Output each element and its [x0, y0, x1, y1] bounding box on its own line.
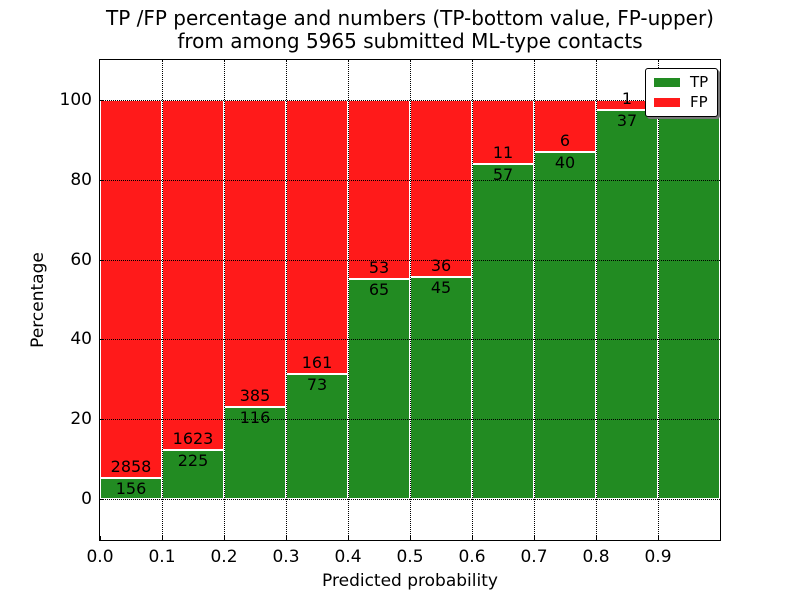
x-tick-mark [410, 536, 411, 540]
gridline-vertical [472, 60, 473, 540]
gridline-vertical [410, 60, 411, 540]
gridline-horizontal [100, 339, 720, 341]
x-tick-label: 0.7 [520, 547, 548, 567]
gridline-vertical [348, 60, 349, 540]
bar-segment-fp [100, 99, 162, 479]
x-tick-mark [224, 536, 225, 540]
gridline-vertical [596, 60, 597, 540]
y-tick-label: 100 [59, 89, 92, 110]
plot-area: 2858 156 1623 225 385 116 161 73 53 65 36 45 11 57 6 40… [99, 59, 721, 541]
x-tick-label: 0.2 [210, 547, 238, 567]
bar-segment-tp [286, 374, 348, 499]
bar-label-fp: 53 [368, 258, 390, 278]
bar-segment-fp [162, 99, 224, 451]
y-axis-tick-labels: 0 20 40 60 80 100 [0, 0, 92, 600]
x-tick-label: 0.1 [148, 547, 176, 567]
gridline-horizontal [100, 419, 720, 421]
bar-segment-tp [596, 110, 658, 499]
y-tick-label: 0 [81, 488, 92, 509]
x-tick-label: 0.6 [458, 547, 486, 567]
gridline-horizontal [100, 259, 720, 261]
gridline-horizontal [100, 498, 720, 500]
bar-segment-tp [224, 406, 286, 499]
y-tick-label: 20 [70, 409, 92, 430]
bar-label-tp: 65 [368, 280, 390, 300]
bar-label-fp: 385 [239, 385, 271, 405]
x-tick-label: 0.9 [644, 547, 672, 567]
bar-segment-tp [534, 151, 596, 499]
x-tick-label: 0.5 [396, 547, 424, 567]
bar-label-fp: 2858 [110, 457, 152, 477]
bar-label-tp: 116 [239, 407, 271, 427]
x-axis-label: Predicted probability [322, 571, 498, 591]
y-tick-label: 60 [70, 249, 92, 270]
bar-label-tp: 40 [554, 152, 576, 172]
bar-segment-tp [162, 450, 224, 499]
y-tick-label: 40 [70, 329, 92, 350]
legend-entry: TP [654, 75, 708, 90]
legend-label-tp: TP [690, 73, 709, 91]
legend-swatch-fp [654, 98, 680, 107]
bar-segment-tp [658, 99, 720, 499]
x-tick-mark [348, 536, 349, 540]
bar-label-tp: 37 [616, 111, 638, 131]
bar-segment-tp [472, 164, 534, 499]
x-tick-mark [286, 536, 287, 540]
x-axis-tick-labels: 0.0 0.1 0.2 0.3 0.4 0.5 0.6 0.7 0.8 0.9 [86, 547, 720, 569]
bar-label-fp: 6 [559, 130, 571, 150]
y-tick-mark [100, 99, 104, 101]
legend-entry: FP [654, 95, 708, 110]
bar-segment-fp [224, 99, 286, 407]
chart-title-line1: TP /FP percentage and numbers (TP-bottom… [106, 6, 714, 30]
bar-label-fp: 1 [621, 89, 633, 109]
y-tick-mark [100, 179, 104, 181]
bar-segment-fp [348, 99, 410, 280]
bar-segment-fp [410, 99, 472, 278]
y-tick-mark [100, 419, 104, 421]
x-tick-label: 0.0 [86, 547, 114, 567]
gridline-horizontal [100, 179, 720, 181]
legend: TP FP [645, 68, 719, 117]
gridline-vertical [534, 60, 535, 540]
y-tick-mark [100, 259, 104, 261]
x-tick-mark [100, 536, 101, 540]
bar-segment-fp [286, 99, 348, 375]
x-tick-mark [162, 536, 163, 540]
y-tick-mark [100, 339, 104, 341]
bar-segment-tp [100, 478, 162, 499]
legend-swatch-tp [654, 78, 680, 87]
y-tick-mark [100, 498, 104, 500]
y-tick-label: 80 [70, 169, 92, 190]
x-tick-label: 0.8 [582, 547, 610, 567]
chart-title-line2: from among 5965 submitted ML-type contac… [177, 29, 643, 53]
x-tick-mark [596, 536, 597, 540]
gridline-vertical [224, 60, 225, 540]
x-tick-mark [472, 536, 473, 540]
gridline-horizontal [100, 99, 720, 101]
bar-label-tp: 45 [430, 278, 452, 298]
bar-label-tp: 73 [306, 375, 328, 395]
legend-label-fp: FP [690, 93, 708, 111]
bar-label-fp: 161 [301, 353, 333, 373]
bar-label-fp: 36 [430, 256, 452, 276]
bar-label-tp: 225 [177, 451, 209, 471]
x-tick-mark [534, 536, 535, 540]
gridline-vertical [286, 60, 287, 540]
gridline-vertical [658, 60, 659, 540]
bar-label-tp: 57 [492, 165, 514, 185]
chart-title: TP /FP percentage and numbers (TP-bottom… [106, 7, 714, 53]
gridline-vertical [162, 60, 163, 540]
x-tick-label: 0.3 [272, 547, 300, 567]
bar-segment-tp [348, 279, 410, 499]
x-tick-label: 0.4 [334, 547, 362, 567]
x-tick-mark [658, 536, 659, 540]
bar-label-tp: 156 [115, 479, 147, 499]
bar-label-fp: 11 [492, 143, 514, 163]
bar-segment-tp [410, 277, 472, 499]
bar-label-fp: 1623 [172, 429, 214, 449]
